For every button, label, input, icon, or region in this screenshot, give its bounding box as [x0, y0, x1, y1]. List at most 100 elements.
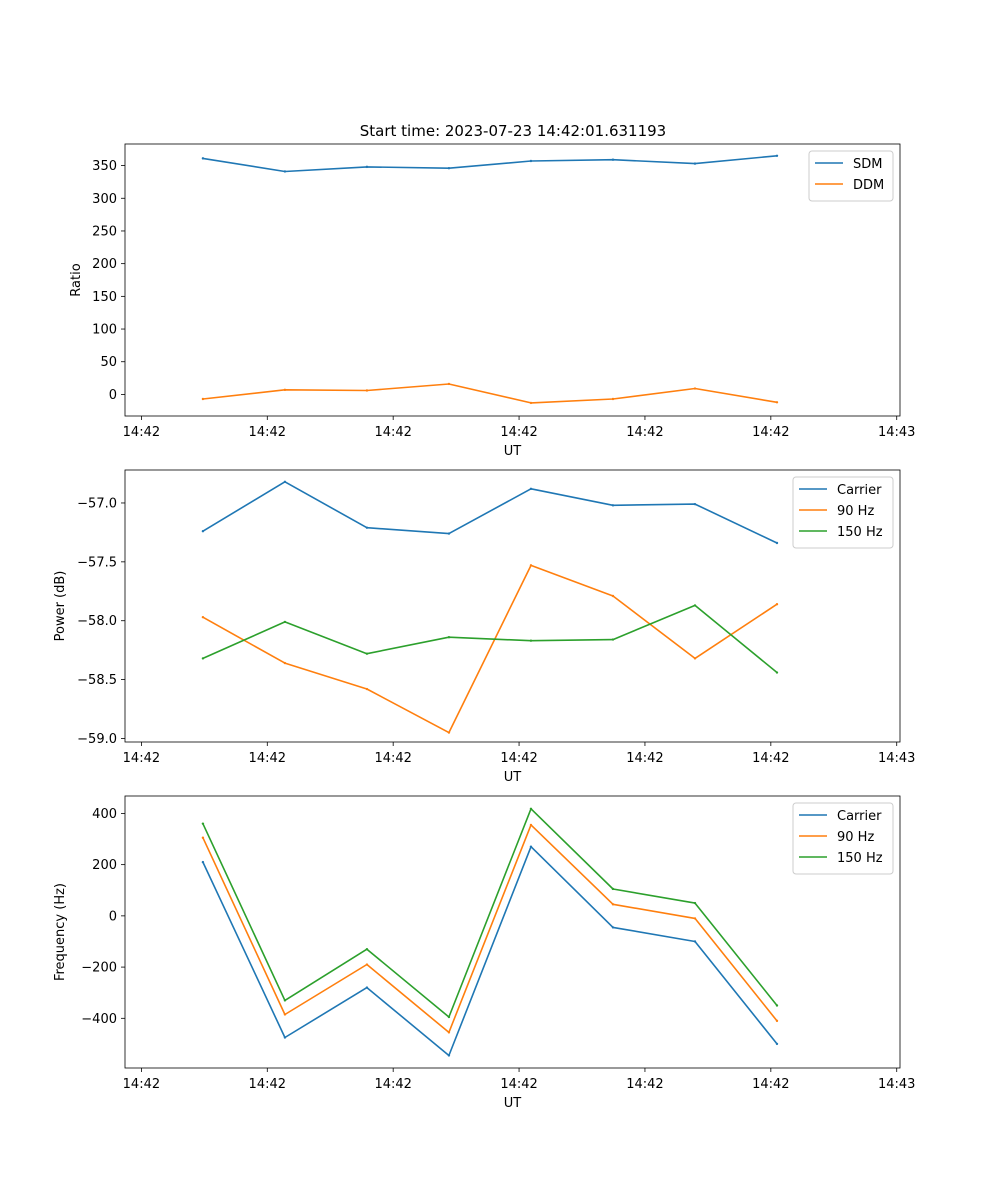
x-tick-label: 14:42	[500, 751, 537, 766]
y-tick-label: 200	[92, 858, 117, 873]
data-point-carrier	[775, 541, 779, 545]
data-point-ddm	[201, 397, 205, 401]
y-tick-label: 300	[92, 192, 117, 207]
data-point-90-hz	[365, 687, 369, 691]
data-point-carrier	[201, 860, 205, 864]
x-tick-label: 14:42	[249, 425, 286, 440]
data-point-carrier	[283, 1036, 287, 1039]
data-point-carrier	[447, 1054, 451, 1057]
data-point-carrier	[365, 986, 369, 989]
y-tick-label: 200	[92, 257, 117, 272]
y-axis-label: Frequency (Hz)	[53, 883, 68, 981]
y-tick-label: −200	[81, 961, 117, 976]
x-tick-label: 14:42	[123, 1077, 160, 1092]
data-point-ddm	[693, 387, 697, 390]
legend-label-90-hz: 90 Hz	[837, 830, 874, 845]
figure-title: Start time: 2023-07-23 14:42:01.631193	[360, 122, 666, 140]
panel-1: 0 50 100 150 200 250 300 350 14:42 14:42 14:42 14:4…	[69, 143, 915, 459]
data-point-sdm	[529, 159, 533, 163]
panel-2: −59.0 −58.5 −58.0 −57.5 −57.0 14:42 14:42 14:42…	[53, 469, 915, 785]
legend-label-sdm: SDM	[853, 157, 882, 172]
data-point-150-hz	[529, 639, 533, 642]
data-point-150-hz	[693, 604, 697, 607]
data-point-90-hz	[283, 661, 287, 665]
data-point-150-hz	[611, 638, 615, 641]
data-point-carrier	[775, 1042, 779, 1046]
y-tick-label: −57.0	[77, 496, 117, 511]
x-tick-label: 14:42	[500, 425, 537, 440]
x-tick-label: 14:42	[374, 425, 411, 440]
x-tick-label: 14:42	[626, 1077, 663, 1092]
y-tick-label: 250	[92, 224, 117, 239]
x-axis-label: UT	[504, 444, 522, 459]
x-tick-label: 14:42	[500, 1077, 537, 1092]
data-point-ddm	[283, 388, 287, 392]
data-point-carrier	[693, 940, 697, 943]
series-line-carrier	[202, 845, 778, 1057]
data-point-150-hz	[611, 887, 615, 891]
data-point-carrier	[365, 526, 369, 529]
legend: Carrier 90 Hz 150 Hz	[792, 476, 894, 549]
data-point-150-hz	[693, 901, 697, 905]
x-tick-label: 14:42	[249, 751, 286, 766]
data-point-carrier	[283, 480, 287, 483]
x-axis-label: UT	[504, 770, 522, 785]
x-tick-label: 14:42	[752, 751, 789, 766]
legend-label-ddm: DDM	[853, 178, 884, 193]
data-point-90-hz	[611, 594, 615, 598]
data-point-carrier	[529, 487, 533, 491]
data-point-90-hz	[775, 603, 779, 606]
data-point-carrier	[611, 926, 615, 929]
x-axis-label: UT	[504, 1096, 522, 1111]
data-point-ddm	[611, 397, 615, 401]
panel-3: −400 −200 0 200 400 14:42 14:42 14:42 14:42 14:42…	[53, 795, 915, 1111]
data-point-ddm	[365, 389, 369, 392]
x-tick-label: 14:43	[878, 425, 915, 440]
data-point-sdm	[447, 166, 451, 170]
y-tick-label: 0	[109, 388, 117, 403]
series-line-90-hz	[202, 824, 778, 1034]
x-tick-label: 14:42	[752, 425, 789, 440]
data-point-sdm	[611, 158, 615, 161]
plot-frame	[124, 143, 901, 417]
plot-frame	[124, 469, 901, 743]
data-point-carrier	[447, 532, 451, 535]
data-point-90-hz	[447, 1031, 451, 1034]
legend-label-90-hz: 90 Hz	[837, 504, 874, 519]
y-tick-label: 0	[109, 909, 117, 924]
x-tick-label: 14:42	[123, 751, 160, 766]
y-tick-label: −58.0	[77, 614, 117, 629]
series-line-carrier	[202, 480, 778, 544]
y-tick-label: 350	[92, 159, 117, 174]
y-tick-label: −57.5	[77, 555, 117, 570]
data-point-150-hz	[201, 822, 205, 825]
x-tick-label: 14:42	[374, 751, 411, 766]
data-point-sdm	[693, 162, 697, 165]
series-line-150-hz	[202, 807, 778, 1018]
legend-label-carrier: Carrier	[837, 483, 882, 498]
data-point-carrier	[529, 845, 533, 848]
data-point-90-hz	[201, 615, 205, 619]
y-axis-label: Power (dB)	[53, 571, 68, 642]
legend: SDM DDM	[808, 150, 894, 202]
data-point-150-hz	[201, 657, 205, 660]
series-line-ddm	[202, 383, 778, 404]
y-tick-label: 50	[100, 355, 117, 370]
data-point-90-hz	[201, 836, 205, 839]
data-point-150-hz	[365, 652, 369, 655]
data-point-sdm	[283, 170, 287, 173]
panels: 0 50 100 150 200 250 300 350 14:42 14:42 14:42 14:4…	[53, 143, 915, 1111]
x-tick-label: 14:42	[626, 425, 663, 440]
data-point-carrier	[201, 530, 205, 533]
legend-label-150-hz: 150 Hz	[837, 525, 883, 540]
y-tick-label: 400	[92, 807, 117, 822]
x-tick-label: 14:42	[626, 751, 663, 766]
x-tick-label: 14:43	[878, 751, 915, 766]
y-tick-label: −58.5	[77, 673, 117, 688]
data-point-90-hz	[693, 917, 697, 920]
series-line-90-hz	[202, 564, 778, 734]
data-point-90-hz	[447, 731, 451, 734]
data-point-90-hz	[529, 564, 533, 567]
data-point-ddm	[775, 401, 779, 404]
legend-label-carrier: Carrier	[837, 809, 882, 824]
